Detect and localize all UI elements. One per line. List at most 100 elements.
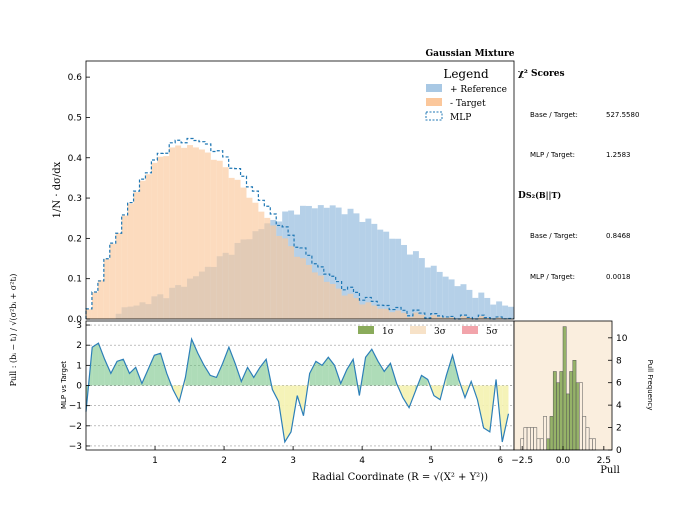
target-bar [270,225,277,319]
pull-ytick-label: 3 [76,321,82,331]
target-bar [347,293,354,319]
pull-fill-segment [483,385,490,432]
target-bar [407,317,413,319]
target-bar [264,217,271,319]
pull-fill-segment [210,375,217,386]
pull-hist-bar [569,371,574,451]
dsk-title: DS₂(B||T) [518,190,561,201]
pull-fill-segment [123,359,130,386]
dsk-base-label: Base / Target: [530,232,578,240]
sigma-label-5: 5σ [486,327,498,337]
pull-fill-segment [502,385,509,442]
pull-fill-areas [86,339,509,442]
pull-fill-segment [129,367,136,386]
target-bar [198,149,205,319]
chi2-mlp-value: 1.2583 [606,151,631,159]
legend-label-mlp: MLP [450,113,471,123]
pull-fill-segment [378,361,385,386]
target-bar [115,232,122,319]
reference-bar [371,223,378,319]
target-bar [335,288,342,319]
pull-hist-bar [585,427,590,451]
pull-hist-x-axis: −2.5 0.0 2.5 [511,446,611,466]
pull-hist-bar [526,427,531,451]
pull-fill-segment [346,359,354,386]
pull-hist-bar [546,438,551,451]
legend-label-target: - Target [450,99,486,109]
pull-fill-segment [315,361,323,386]
pull-fill-segment [297,385,304,416]
pull-hist-x-label: Pull [600,465,620,476]
pull-hist-xtick-label: −2.5 [511,456,533,466]
target-bar [163,156,170,319]
target-bar [317,275,324,319]
legend-label-reference: + Reference [450,85,507,95]
pull-hist-bar [530,427,534,451]
pull-fill-segment [328,357,335,386]
reference-bar [436,271,443,319]
reference-bar [305,205,312,319]
pull-fill-segment [204,365,211,386]
target-bar [442,317,449,319]
target-bar [389,312,396,319]
target-bar [288,246,295,319]
pull-hist-ytick-label: 8 [616,356,622,366]
pull-hist-bar [539,438,544,451]
pull-fill-segment [110,361,118,386]
main-ytick-label: 0.4 [68,154,83,164]
pull-xtick-label: 3 [290,456,296,466]
pull-ytick-label: 1 [76,361,82,371]
reference-bar [323,207,330,319]
sigma-legend: 1σ 3σ 5σ [358,326,498,337]
pull-hist-ytick-label: 2 [616,424,622,434]
pull-ytick-label: 2 [76,341,82,351]
reference-bar [454,286,461,319]
target-bar [359,304,366,319]
sigma-swatch-3 [410,326,426,334]
reference-bar [341,214,348,319]
chi2-mlp-label: MLP / Target: [530,151,575,159]
main-ytick-label: 0.6 [68,73,83,83]
pull-hist-bar [566,393,570,451]
target-bar [187,145,193,319]
target-bar [133,192,140,319]
target-bar [418,314,425,319]
main-ytick-label: 0.2 [68,234,82,244]
target-bar [353,298,360,319]
target-bar [228,177,235,319]
target-bar [294,256,300,319]
pull-fill-segment [477,385,484,428]
pull-fill-segment [284,385,292,442]
target-bar [305,264,312,319]
pull-fill-segment [92,343,99,386]
reference-bar [442,276,449,319]
target-bar [478,316,485,319]
main-ytick-label: 0.0 [68,315,83,325]
target-bar [341,295,348,319]
pull-fill-segment [253,367,260,386]
pull-xtick-label: 4 [359,456,365,466]
pull-hist-bar [552,371,557,451]
reference-bar [418,258,425,319]
target-bar [460,316,467,319]
target-bar [204,152,211,319]
reference-bar [460,284,467,319]
target-bars [86,145,514,319]
pull-x-label: Radial Coordinate (R = √(X² + Y²)) [312,472,488,483]
dsk-title-main: D [518,191,526,201]
target-bar [371,305,378,319]
reference-bar [407,254,413,319]
target-bar [430,315,437,319]
dsk-mlp-value: 0.0018 [606,273,631,281]
reference-bar [359,221,366,319]
scores-panel: χ² Scores Base / Target: 527.5580 MLP / … [518,69,639,281]
reference-bar [412,251,419,319]
target-bar [395,310,402,319]
target-bar [282,238,289,319]
reference-bar [490,304,497,319]
pull-hist-ytick-label: 0 [616,446,622,456]
target-bar [121,215,128,319]
reference-bar [478,292,485,319]
target-bar [175,145,182,319]
